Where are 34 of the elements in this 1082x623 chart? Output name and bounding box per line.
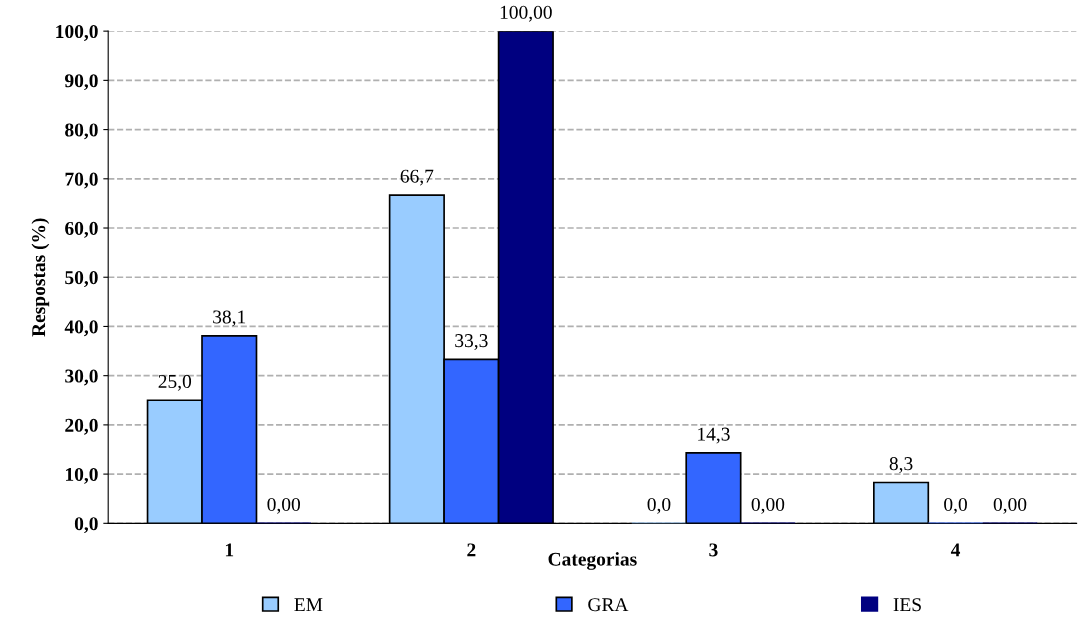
- legend-label: IES: [893, 598, 921, 612]
- data-label: 66,7: [400, 169, 434, 186]
- y-tick-label: 100,0: [56, 24, 98, 41]
- data-label: 0,0: [944, 497, 967, 514]
- data-label: 0,00: [993, 497, 1027, 514]
- data-label: 0,00: [267, 497, 300, 514]
- y-tick-label: 80,0: [65, 123, 98, 140]
- bar: [685, 452, 742, 524]
- data-label: 0,00: [751, 497, 785, 514]
- y-tick-label: 50,0: [65, 271, 98, 287]
- x-tick-label: 2: [467, 543, 476, 557]
- x-axis-title: Categorias: [548, 552, 637, 570]
- bar: [872, 481, 930, 524]
- y-axis-title: Respostas (%): [31, 218, 50, 337]
- x-tick-label: 4: [950, 543, 961, 557]
- y-tick-label: 90,0: [64, 74, 98, 91]
- data-label: 0,0: [647, 497, 671, 514]
- data-label: 38,1: [213, 310, 246, 327]
- x-tick-label: 3: [709, 543, 718, 557]
- y-tick-label: 60,0: [65, 221, 98, 238]
- data-label: 33,3: [455, 334, 488, 350]
- y-tick-label: 20,0: [65, 418, 98, 435]
- data-label: 25,0: [158, 374, 192, 391]
- x-tick-label: 1: [225, 543, 234, 557]
- data-label: 100,00: [500, 5, 552, 22]
- data-label: 8,3: [889, 457, 913, 473]
- legend-label: EM: [294, 598, 323, 612]
- y-tick-label: 10,0: [66, 467, 98, 484]
- y-tick-label: 0,0: [74, 517, 98, 534]
- y-tick-label: 30,0: [65, 369, 98, 386]
- data-label: 14,3: [698, 427, 730, 444]
- y-tick-label: 40,0: [64, 320, 98, 337]
- y-tick-label: 70,0: [65, 172, 98, 189]
- legend-label: GRA: [588, 598, 629, 612]
